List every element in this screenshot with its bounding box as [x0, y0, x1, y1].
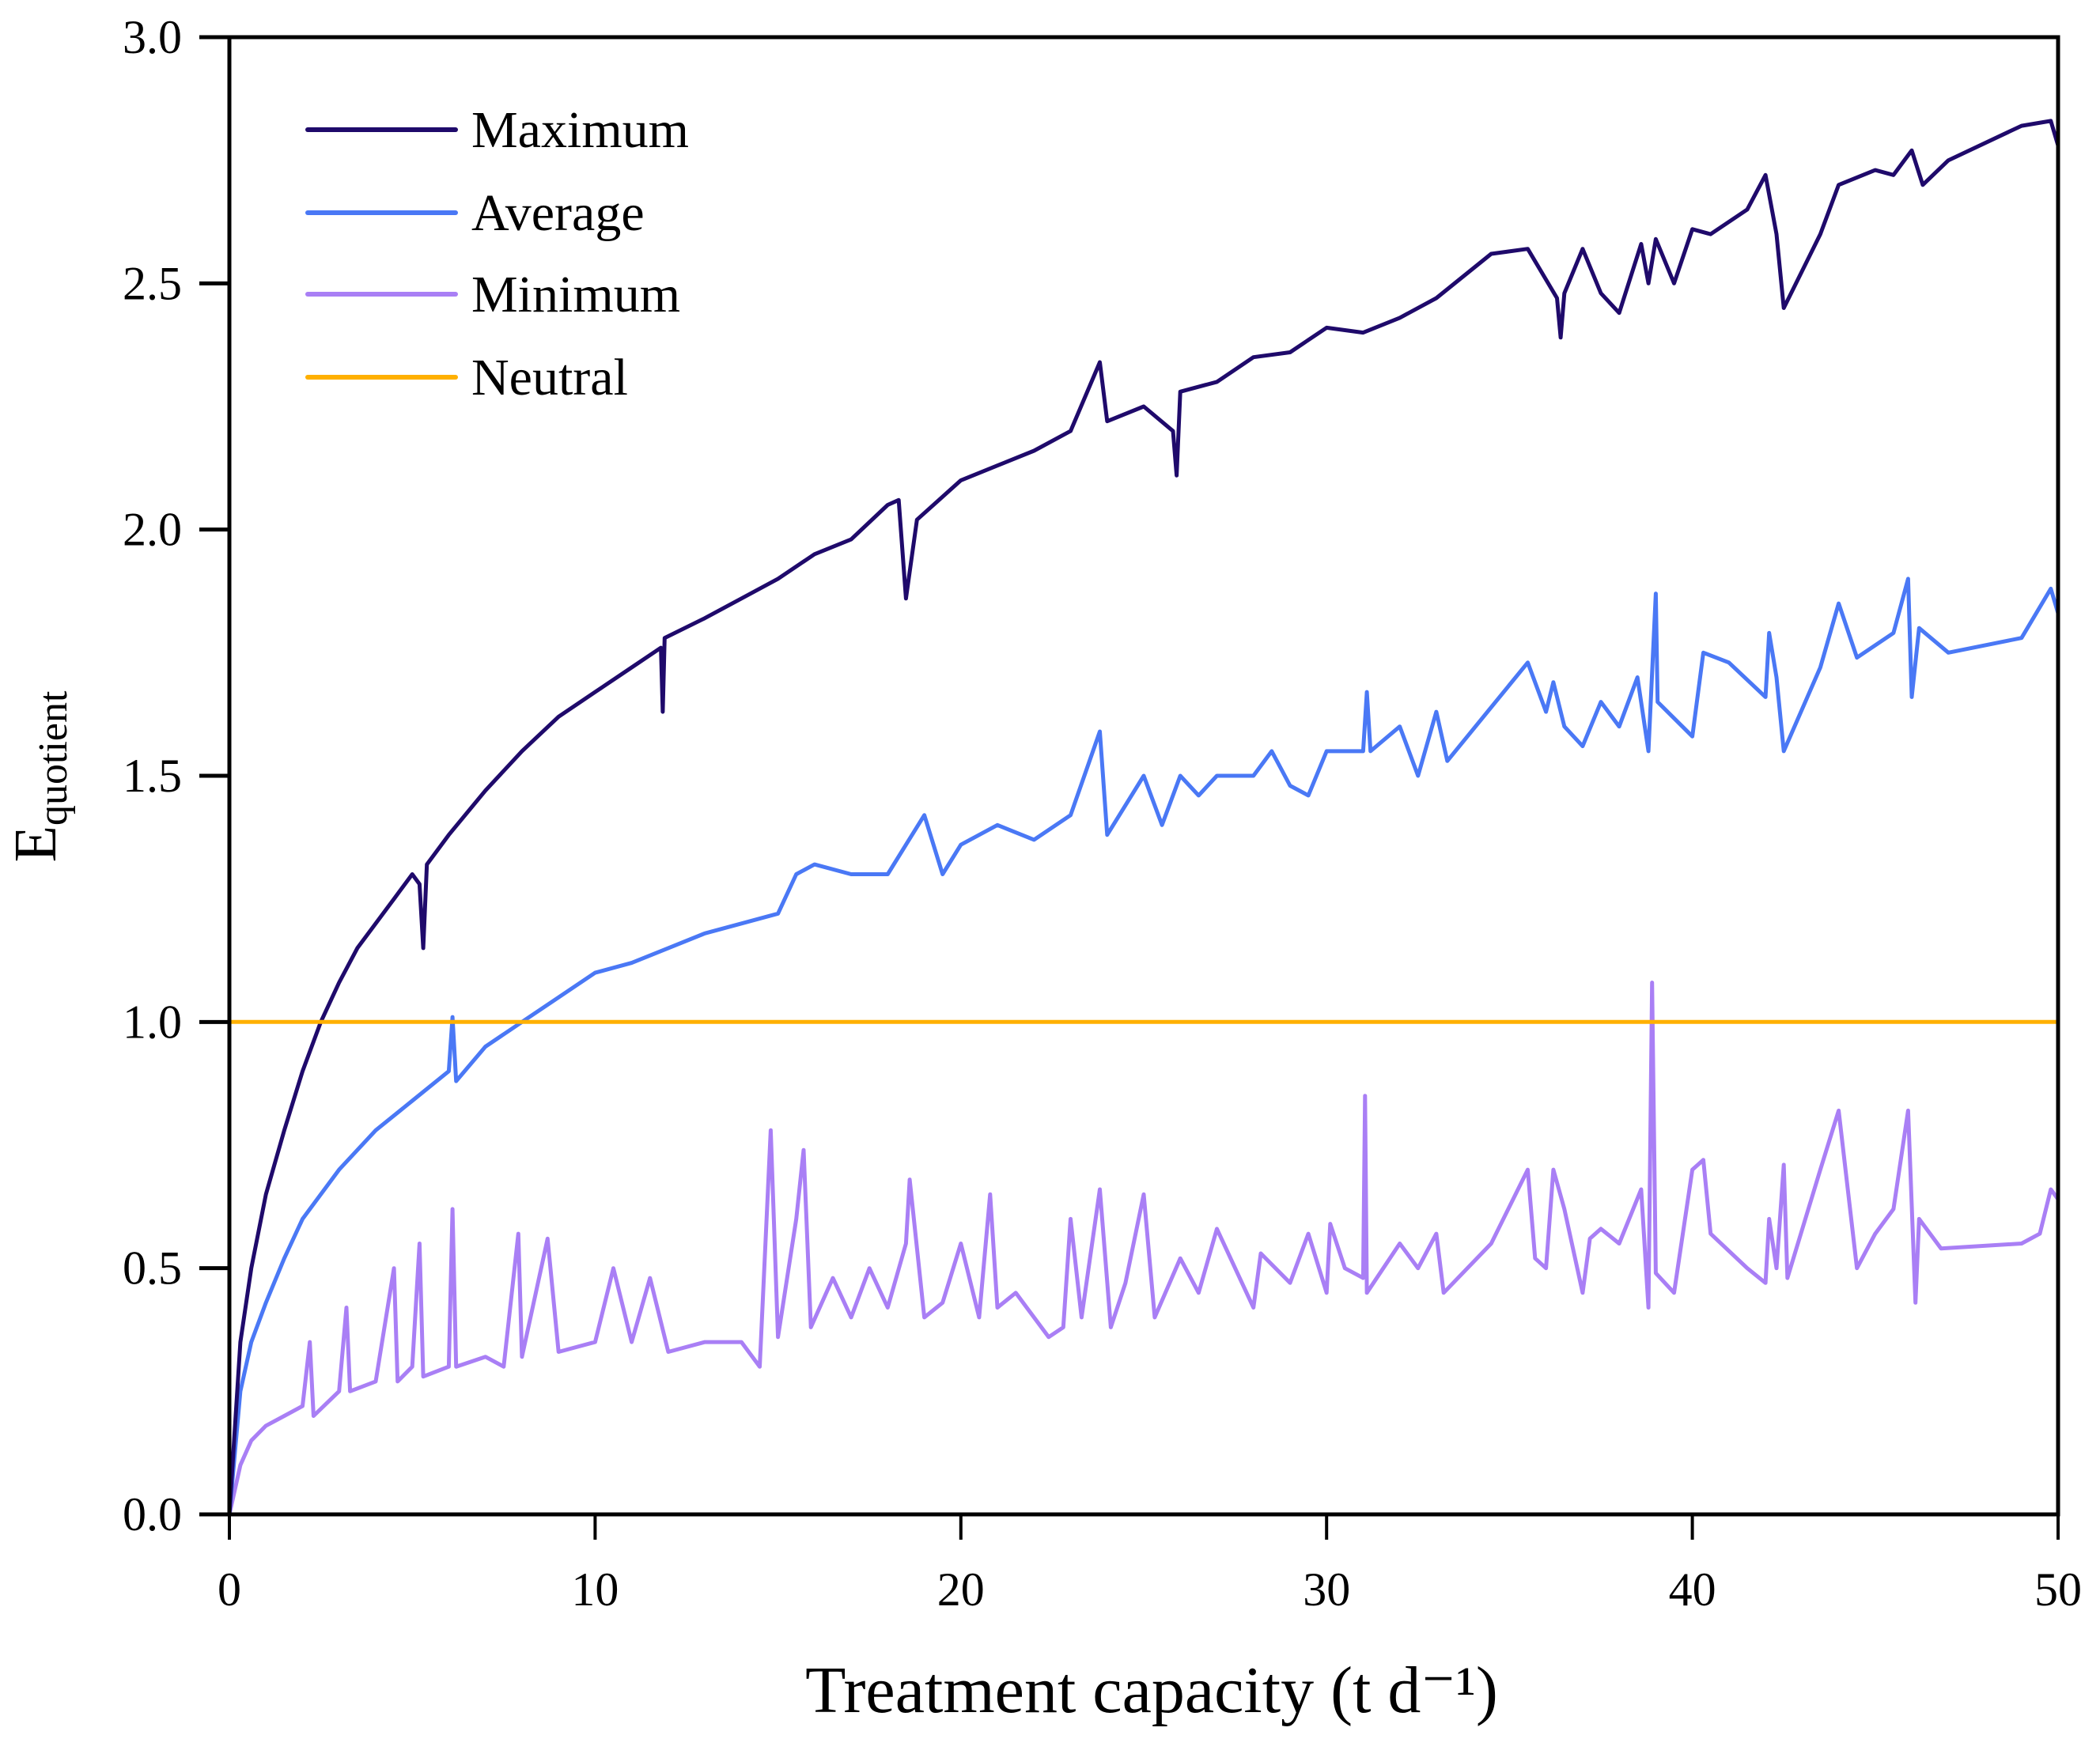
y-axis-label: Equotient	[2, 690, 76, 862]
y-tick-label: 2.0	[123, 504, 182, 556]
legend-item-neutral: Neutral	[305, 349, 628, 406]
y-axis-label-main: E	[2, 826, 69, 862]
x-tick-label: 50	[2034, 1563, 2082, 1616]
legend-label: Maximum	[471, 101, 689, 159]
x-tick-label: 0	[218, 1563, 241, 1616]
legend-item-minimum: Minimum	[305, 266, 680, 323]
legend-label: Neutral	[471, 349, 628, 406]
x-tick-label: 20	[937, 1563, 985, 1616]
legend-label: Average	[471, 184, 645, 242]
y-axis-label-sub: quotient	[31, 690, 76, 826]
legend-item-maximum: Maximum	[305, 101, 689, 159]
y-tick-label: 1.5	[123, 750, 182, 802]
x-tick-label: 40	[1669, 1563, 1716, 1616]
legend-label: Minimum	[471, 266, 680, 323]
series-line-maximum	[227, 119, 2060, 1515]
series-line-minimum	[227, 981, 2060, 1515]
series-line-average	[227, 576, 2060, 1515]
y-tick-label: 2.5	[123, 257, 182, 309]
y-tick-label: 0.5	[123, 1242, 182, 1295]
x-axis-label: Treatment capacity (t d⁻¹)	[805, 1654, 1498, 1727]
series-layer	[227, 119, 2060, 1515]
x-tick-label: 10	[571, 1563, 619, 1616]
legend-item-average: Average	[305, 184, 645, 242]
y-tick-label: 0.0	[123, 1488, 182, 1540]
x-tick-label: 30	[1303, 1563, 1350, 1616]
y-tick-label: 1.0	[123, 996, 182, 1048]
legend: Maximum Average Minimum Neutral	[305, 101, 689, 406]
y-tick-label: 3.0	[123, 11, 182, 63]
ticks-layer: 0 10 20 30 40 50 0.0 0.5 1.0 1.5 2.0 2.5 3.0	[123, 11, 2082, 1616]
